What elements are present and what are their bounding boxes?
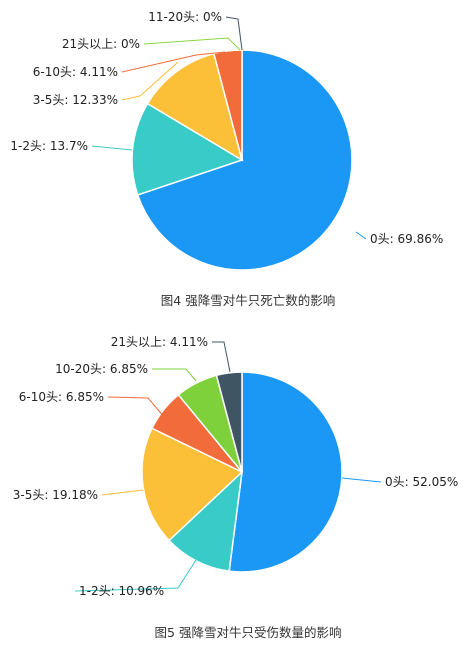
leader-line <box>121 61 179 101</box>
slice-label: 0头: 69.86% <box>370 232 443 246</box>
slice-label: 6-10头: 4.11% <box>33 65 118 79</box>
slice-label: 21头以上: 0% <box>62 37 140 51</box>
leader-line <box>121 51 226 73</box>
slice-label: 1-2头: 10.96% <box>79 584 164 598</box>
pie-slice <box>146 52 244 162</box>
leader-line <box>91 145 133 151</box>
chart-caption-injury: 图5 强降雪对牛只受伤数量的影响 <box>155 625 342 640</box>
pie-slice <box>131 102 244 196</box>
pie-chart-cattle-death: 0头: 69.86% 1-2头: 13.7% 3-5头: 12.33% 6-10头: … <box>10 10 443 271</box>
slice-label: 21头以上: 4.11% <box>111 335 208 349</box>
leader-line <box>152 368 197 382</box>
slice-label: 6-10头: 6.85% <box>19 390 104 404</box>
leader-line <box>355 231 367 240</box>
pie-chart-cattle-injury: 0头: 52.05% 1-2头: 10.96% 3-5头: 19.18% 6-10头:… <box>13 335 458 598</box>
slice-label: 3-5头: 12.33% <box>33 93 118 107</box>
leader-line <box>341 477 382 483</box>
leader-line <box>107 396 166 419</box>
slice-label: 3-5头: 19.18% <box>13 488 98 502</box>
pie-slice <box>228 371 343 573</box>
pie-slice <box>141 427 244 542</box>
leader-line <box>143 37 241 51</box>
leader-line <box>225 16 243 51</box>
leader-line <box>74 559 197 592</box>
slice-label: 10-20头: 6.85% <box>55 362 148 376</box>
pie-slice <box>215 371 243 473</box>
slice-label: 1-2头: 13.7% <box>10 139 88 153</box>
pie-slice <box>136 49 353 271</box>
slice-label: 11-20头: 0% <box>148 10 222 24</box>
leader-line <box>101 489 144 496</box>
slice-label: 0头: 52.05% <box>385 475 458 489</box>
pie-slice <box>167 470 244 573</box>
leader-line <box>212 341 231 373</box>
chart-caption-death: 图4 强降雪对牛只死亡数的影响 <box>161 293 335 308</box>
